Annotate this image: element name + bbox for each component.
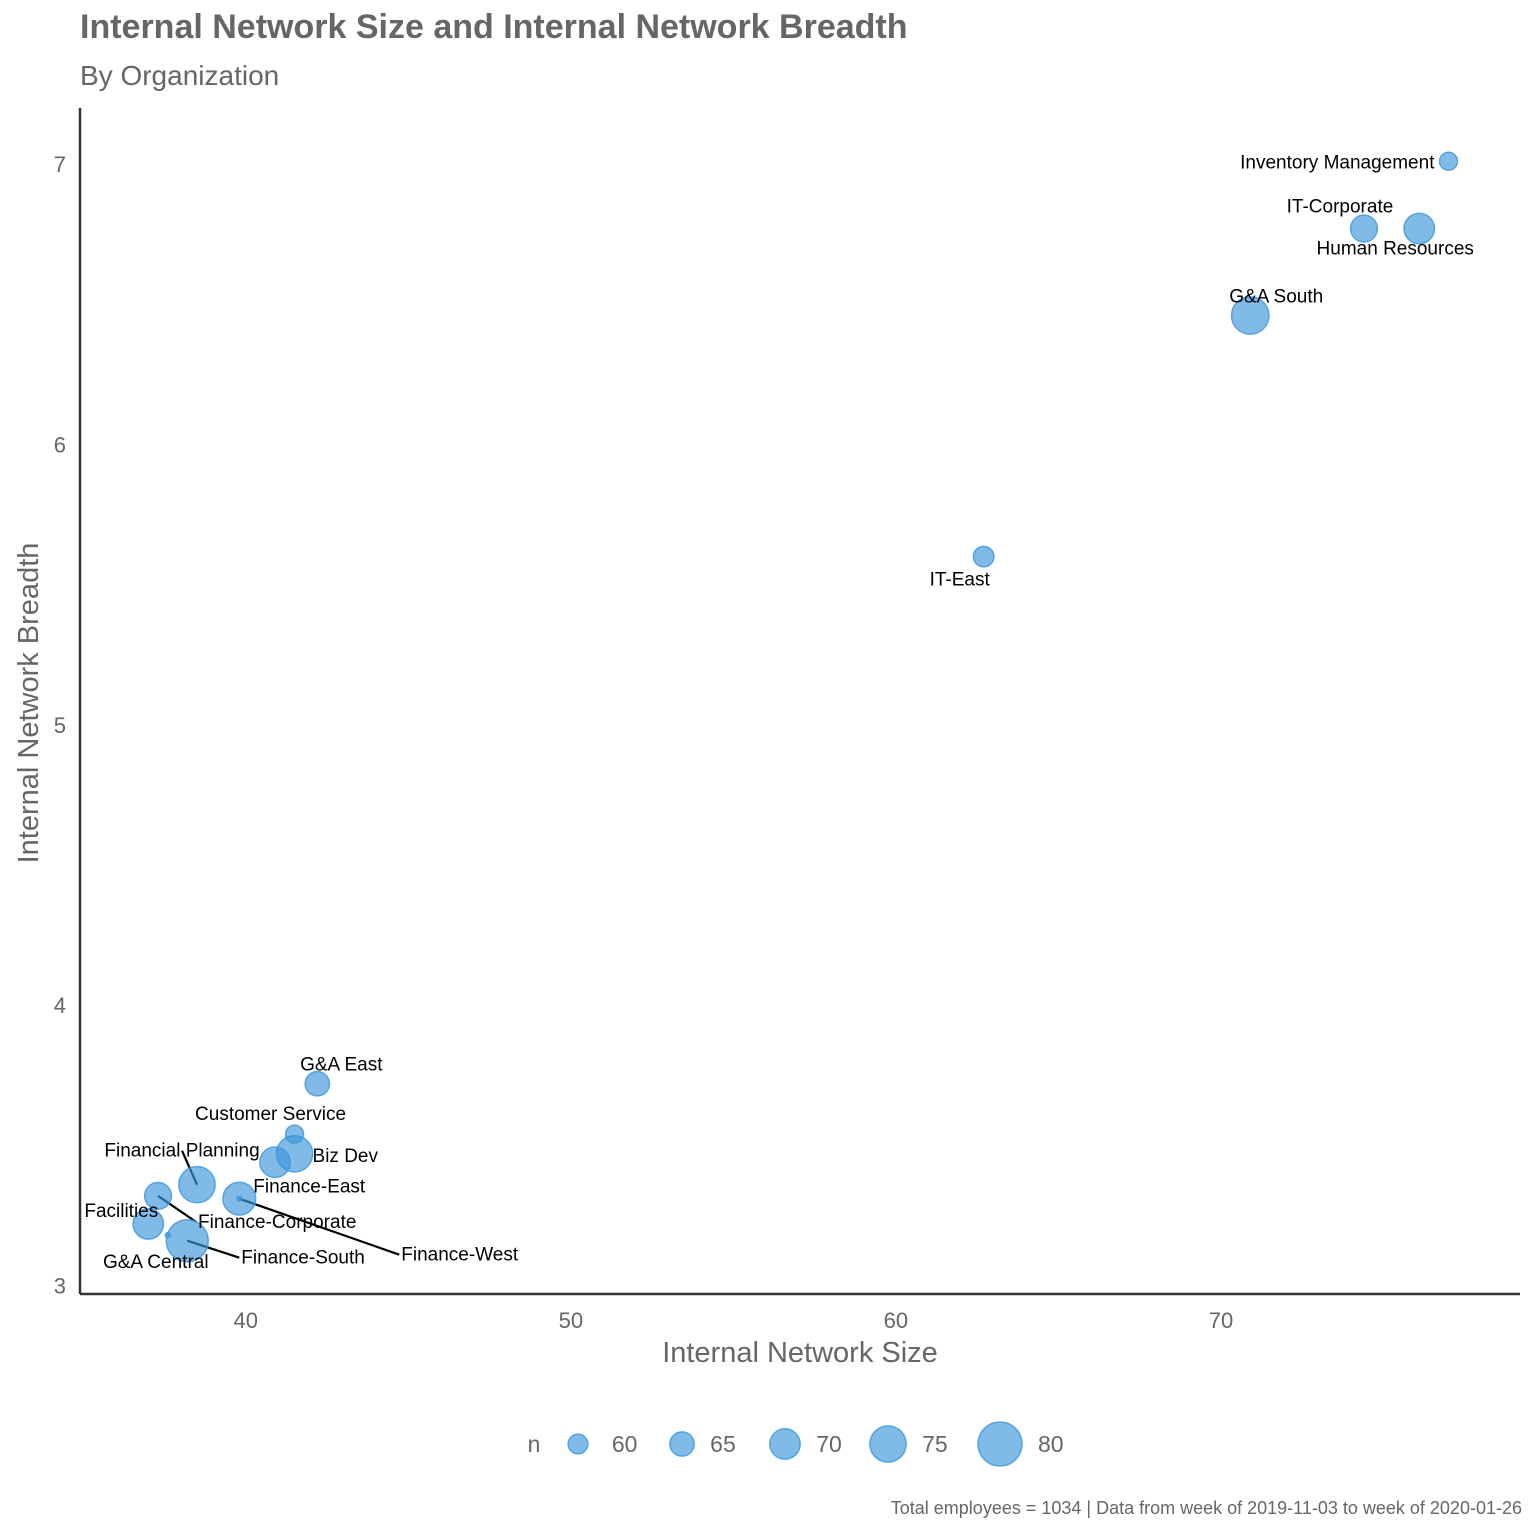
point-label: Inventory Management <box>1240 152 1435 173</box>
y-tick-label: 3 <box>54 1274 66 1299</box>
legend-label: 65 <box>710 1431 736 1457</box>
x-tick-label: 60 <box>884 1308 908 1333</box>
point-label: Finance-East <box>253 1177 366 1198</box>
size-legend: n 60 65 70 75 80 <box>528 1421 1064 1467</box>
y-tick-label: 7 <box>54 152 66 177</box>
data-point <box>132 1207 165 1240</box>
point-label: IT-Corporate <box>1287 197 1394 218</box>
point-label: Facilities <box>84 1201 158 1222</box>
data-point <box>178 1165 216 1204</box>
point-label: G&A Central <box>103 1252 209 1273</box>
axes: 40 50 60 70 3 4 5 6 7 Internal Network Size Intern… <box>13 108 1520 1369</box>
data-point <box>143 1181 173 1211</box>
legend-key <box>669 1431 695 1457</box>
data-points <box>132 151 1459 1263</box>
y-axis-title: Internal Network Breadth <box>13 543 45 864</box>
point-label: G&A East <box>300 1055 383 1076</box>
legend-key <box>869 1425 907 1463</box>
data-point <box>1438 151 1459 172</box>
legend-key <box>977 1421 1023 1467</box>
data-point <box>1403 212 1436 245</box>
point-label: Biz Dev <box>313 1146 379 1167</box>
x-tick-label: 50 <box>559 1308 583 1333</box>
point-label: Financial Planning <box>104 1141 259 1162</box>
data-point <box>259 1146 291 1179</box>
x-axis-title: Internal Network Size <box>662 1337 938 1369</box>
legend-label: 70 <box>816 1431 842 1457</box>
x-tick-label: 70 <box>1209 1308 1233 1333</box>
point-label: IT-East <box>930 570 991 591</box>
point-label: Finance-South <box>241 1248 365 1269</box>
y-tick-label: 5 <box>54 713 66 738</box>
legend-key <box>769 1428 801 1460</box>
point-label: Customer Service <box>195 1104 346 1125</box>
point-label: Finance-West <box>401 1245 519 1266</box>
chart-caption: Total employees = 1034 | Data from week … <box>890 1498 1522 1518</box>
point-labels: Inventory Management IT-Corporate Human Re… <box>84 152 1474 1273</box>
data-point <box>304 1070 331 1097</box>
legend-label: 80 <box>1038 1431 1064 1457</box>
legend-label: 75 <box>922 1431 948 1457</box>
data-point <box>165 1218 210 1263</box>
legend-label: 60 <box>612 1431 638 1457</box>
data-point <box>1349 214 1379 243</box>
legend-key <box>567 1433 589 1455</box>
point-label: Human Resources <box>1317 239 1474 260</box>
y-tick-label: 4 <box>54 993 66 1018</box>
data-point <box>972 545 995 568</box>
point-label: G&A South <box>1229 286 1323 307</box>
legend-title: n <box>528 1431 541 1457</box>
chart-subtitle: By Organization <box>80 60 280 91</box>
chart-title: Internal Network Size and Internal Netwo… <box>80 8 908 46</box>
point-label: Finance-Corporate <box>198 1212 356 1233</box>
data-point <box>236 1195 243 1202</box>
x-tick-label: 40 <box>234 1308 258 1333</box>
data-point <box>1230 295 1270 335</box>
y-tick-label: 6 <box>54 432 66 457</box>
label-connector <box>238 1197 400 1256</box>
